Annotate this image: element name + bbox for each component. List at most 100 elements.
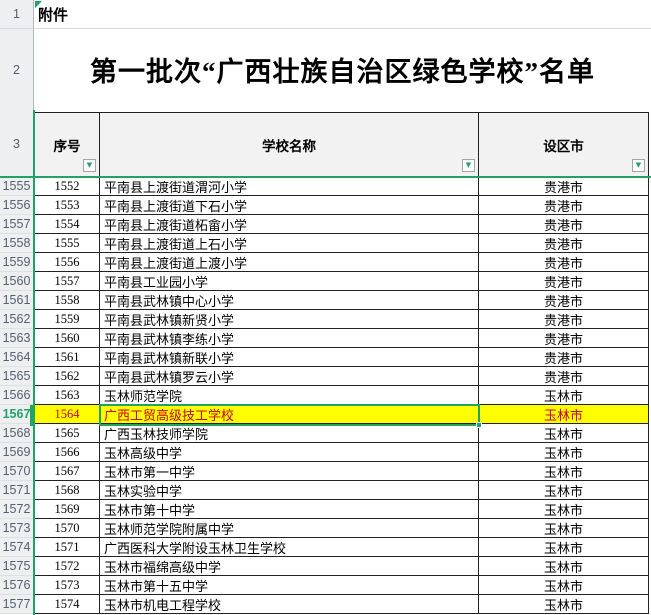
- cell-serial[interactable]: 1558: [34, 291, 100, 310]
- row-header[interactable]: 1556: [0, 196, 34, 215]
- cell-name[interactable]: 平南县武林镇李练小学: [100, 329, 479, 348]
- cell-serial[interactable]: 1565: [34, 424, 100, 443]
- cell-city[interactable]: 贵港市: [479, 177, 649, 196]
- cell-name[interactable]: 平南县上渡街道柘畲小学: [100, 215, 479, 234]
- cell-serial[interactable]: 1566: [34, 443, 100, 462]
- column-header-city[interactable]: 设区市 ▼: [479, 112, 649, 177]
- cell-serial[interactable]: 1556: [34, 253, 100, 272]
- cell-city[interactable]: 玉林市: [479, 500, 649, 519]
- cell-serial[interactable]: 1571: [34, 538, 100, 557]
- cell-city[interactable]: 玉林市: [479, 462, 649, 481]
- row-header[interactable]: 1569: [0, 443, 34, 462]
- filter-button-name[interactable]: ▼: [462, 159, 475, 172]
- row-header[interactable]: 1560: [0, 272, 34, 291]
- column-header-serial[interactable]: 序号 ▼: [34, 112, 100, 177]
- row-header[interactable]: 1570: [0, 462, 34, 481]
- cell-name[interactable]: 平南县上渡街道下石小学: [100, 196, 479, 215]
- row-header-3[interactable]: 3: [0, 110, 34, 177]
- cell-city[interactable]: 贵港市: [479, 253, 649, 272]
- cell-serial[interactable]: 1553: [34, 196, 100, 215]
- cell-city[interactable]: 贵港市: [479, 367, 649, 386]
- cell-city[interactable]: 贵港市: [479, 215, 649, 234]
- cell-name[interactable]: 平南县武林镇新联小学: [100, 348, 479, 367]
- cell-name[interactable]: 广西玉林技师学院: [100, 424, 479, 443]
- cell-city[interactable]: 玉林市: [479, 595, 649, 614]
- cell-name[interactable]: 平南县工业园小学: [100, 272, 479, 291]
- cell-city[interactable]: 贵港市: [479, 348, 649, 367]
- row-header[interactable]: 1572: [0, 500, 34, 519]
- row-header[interactable]: 1561: [0, 291, 34, 310]
- cell-name[interactable]: 玉林市第十中学: [100, 500, 479, 519]
- cell-city[interactable]: 贵港市: [479, 272, 649, 291]
- row-header[interactable]: 1568: [0, 424, 34, 443]
- cell-name[interactable]: 平南县武林镇中心小学: [100, 291, 479, 310]
- cell-name[interactable]: 平南县上渡街道上石小学: [100, 234, 479, 253]
- cell-serial[interactable]: 1560: [34, 329, 100, 348]
- row-header[interactable]: 1558: [0, 234, 34, 253]
- row-header[interactable]: 1567: [0, 405, 34, 424]
- row-header[interactable]: 1575: [0, 557, 34, 576]
- cell-city[interactable]: 玉林市: [479, 576, 649, 595]
- cell-serial[interactable]: 1562: [34, 367, 100, 386]
- row-header-2[interactable]: 2: [0, 29, 34, 110]
- cell-name[interactable]: 平南县上渡街道渭河小学: [100, 177, 479, 196]
- cell-city[interactable]: 贵港市: [479, 291, 649, 310]
- row-header-1[interactable]: 1: [0, 0, 34, 29]
- cell-serial[interactable]: 1573: [34, 576, 100, 595]
- filter-button-serial[interactable]: ▼: [83, 159, 96, 172]
- cell-city[interactable]: 玉林市: [479, 538, 649, 557]
- cell-city[interactable]: 玉林市: [479, 481, 649, 500]
- cell-name[interactable]: 玉林师范学院: [100, 386, 479, 405]
- cell-name[interactable]: 玉林师范学院附属中学: [100, 519, 479, 538]
- cell-serial[interactable]: 1570: [34, 519, 100, 538]
- cell-name[interactable]: 玉林市机电工程学校: [100, 595, 479, 614]
- cell-city[interactable]: 玉林市: [479, 443, 649, 462]
- cell-name[interactable]: 玉林市福绵高级中学: [100, 557, 479, 576]
- cell-serial[interactable]: 1559: [34, 310, 100, 329]
- cell-name[interactable]: 玉林市第十五中学: [100, 576, 479, 595]
- cell-serial[interactable]: 1555: [34, 234, 100, 253]
- filter-button-city[interactable]: ▼: [632, 159, 645, 172]
- cell-name[interactable]: 平南县武林镇新贤小学: [100, 310, 479, 329]
- row-header[interactable]: 1557: [0, 215, 34, 234]
- cell-name[interactable]: 平南县上渡街道上渡小学: [100, 253, 479, 272]
- cell-city[interactable]: 玉林市: [479, 557, 649, 576]
- cell-name[interactable]: 玉林市第一中学: [100, 462, 479, 481]
- row-header[interactable]: 1577: [0, 595, 34, 614]
- cell-serial[interactable]: 1564: [34, 405, 100, 424]
- row-header[interactable]: 1566: [0, 386, 34, 405]
- attachment-cell[interactable]: 附件: [34, 0, 651, 29]
- cell-city[interactable]: 贵港市: [479, 329, 649, 348]
- cell-serial[interactable]: 1574: [34, 595, 100, 614]
- cell-serial[interactable]: 1552: [34, 177, 100, 196]
- page-title[interactable]: 第一批次“广西壮族自治区绿色学校”名单: [34, 29, 651, 110]
- cell-city[interactable]: 贵港市: [479, 310, 649, 329]
- cell-serial[interactable]: 1557: [34, 272, 100, 291]
- cell-serial[interactable]: 1563: [34, 386, 100, 405]
- cell-city[interactable]: 玉林市: [479, 519, 649, 538]
- row-header[interactable]: 1559: [0, 253, 34, 272]
- cell-serial[interactable]: 1554: [34, 215, 100, 234]
- row-header[interactable]: 1574: [0, 538, 34, 557]
- cell-serial[interactable]: 1567: [34, 462, 100, 481]
- fill-handle[interactable]: [476, 422, 482, 428]
- cell-name[interactable]: 广西医科大学附设玉林卫生学校: [100, 538, 479, 557]
- row-header[interactable]: 1563: [0, 329, 34, 348]
- cell-city[interactable]: 玉林市: [479, 424, 649, 443]
- row-header[interactable]: 1571: [0, 481, 34, 500]
- cell-name[interactable]: 玉林实验中学: [100, 481, 479, 500]
- cell-serial[interactable]: 1572: [34, 557, 100, 576]
- cell-name[interactable]: 广西工贸高级技工学校: [100, 405, 479, 424]
- column-header-name[interactable]: 学校名称 ▼: [100, 112, 479, 177]
- cell-name[interactable]: 玉林高级中学: [100, 443, 479, 462]
- cell-name[interactable]: 平南县武林镇罗云小学: [100, 367, 479, 386]
- row-header[interactable]: 1564: [0, 348, 34, 367]
- cell-city[interactable]: 贵港市: [479, 234, 649, 253]
- cell-serial[interactable]: 1568: [34, 481, 100, 500]
- cell-city[interactable]: 贵港市: [479, 196, 649, 215]
- row-header[interactable]: 1576: [0, 576, 34, 595]
- row-header[interactable]: 1565: [0, 367, 34, 386]
- row-header[interactable]: 1555: [0, 177, 34, 196]
- cell-serial[interactable]: 1561: [34, 348, 100, 367]
- row-header[interactable]: 1573: [0, 519, 34, 538]
